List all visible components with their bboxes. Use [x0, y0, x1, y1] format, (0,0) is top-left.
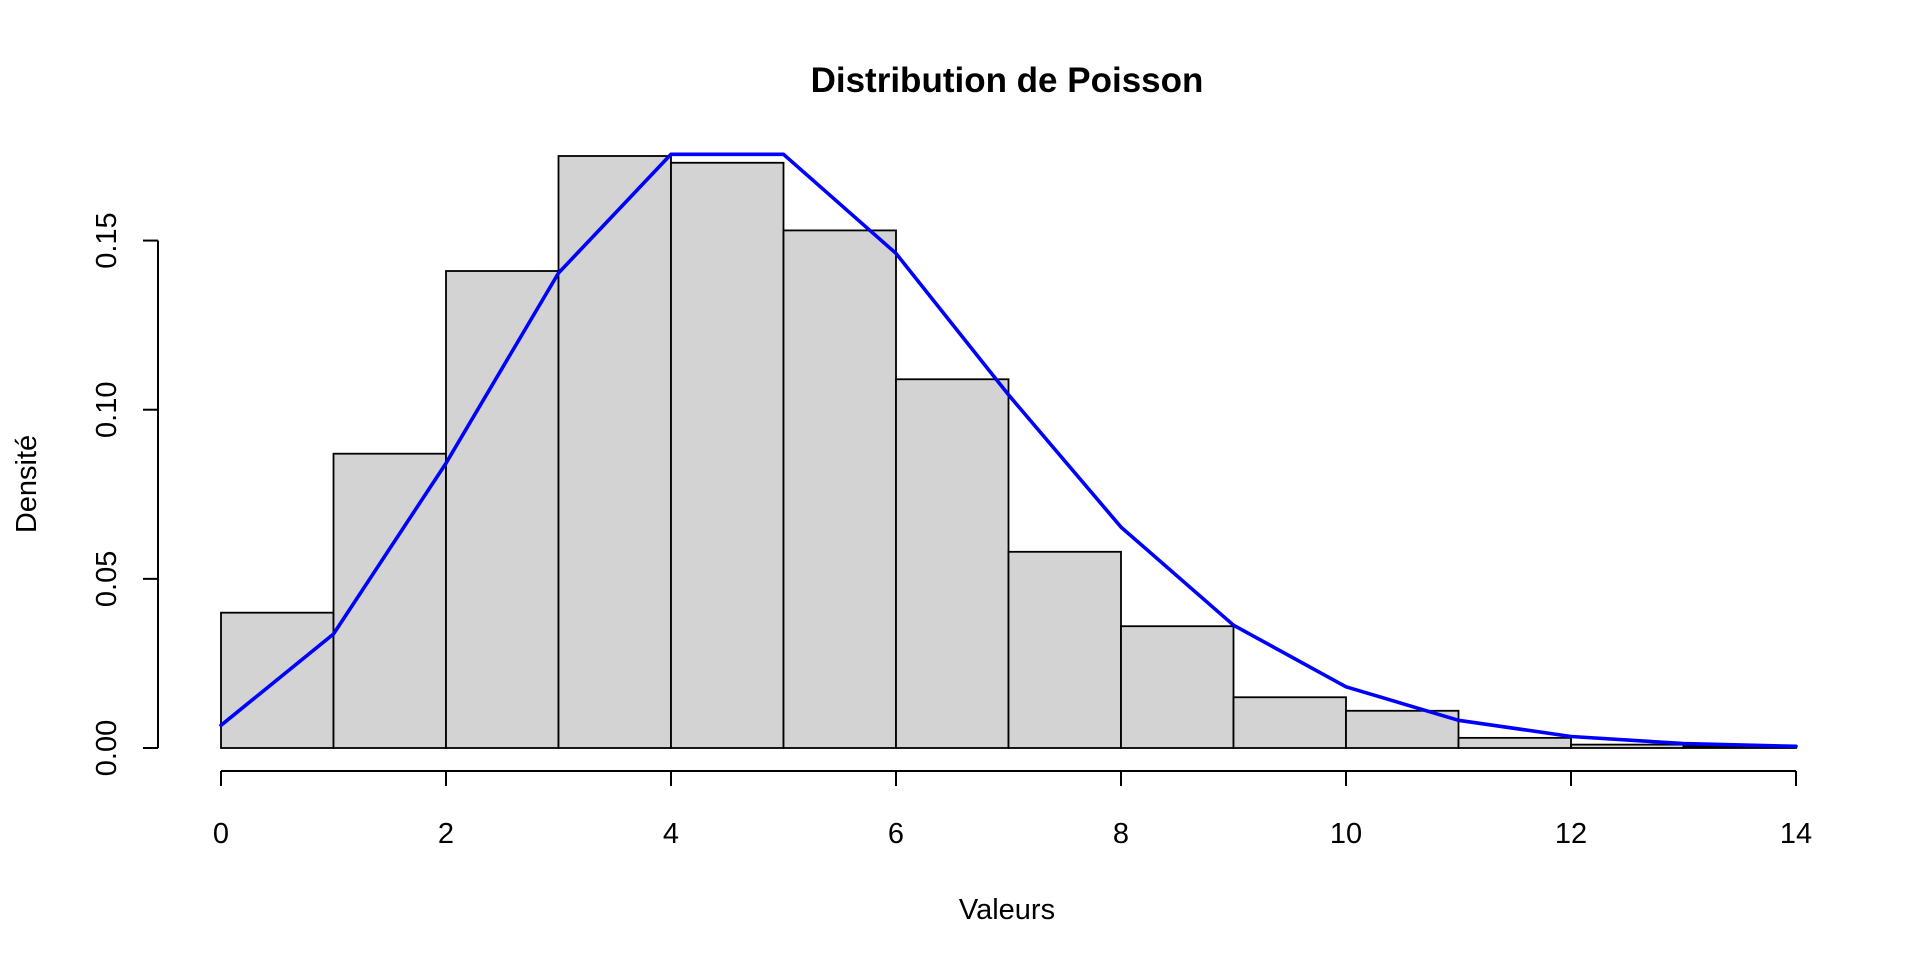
x-tick-label-0: 0: [213, 818, 229, 850]
y-tick-label-1: 0.05: [91, 551, 123, 607]
x-tick-label-5: 10: [1330, 818, 1362, 850]
x-tick-label-1: 2: [438, 818, 454, 850]
histogram-bar-10: [1345, 709, 1460, 749]
x-tick-label-4: 8: [1113, 818, 1129, 850]
y-tick-label-0: 0.00: [91, 720, 123, 776]
y-tick-label-3: 0.15: [91, 212, 123, 268]
histogram-bar-1: [332, 452, 447, 749]
histogram-bar-8: [1120, 625, 1235, 749]
y-tick-label-2: 0.10: [91, 381, 123, 437]
histogram-bar-7: [1007, 550, 1122, 749]
x-tick-label-2: 4: [663, 818, 679, 850]
x-axis: 0 2 4 6 8 10 12 14: [213, 770, 1812, 850]
x-axis-title: Valeurs: [959, 894, 1055, 926]
histogram-bar-3: [557, 155, 672, 749]
histogram-bar-12: [1570, 743, 1685, 749]
x-tick-label-3: 6: [888, 818, 904, 850]
poisson-density-line: [219, 152, 1798, 749]
x-tick-label-6: 12: [1555, 818, 1587, 850]
x-tick-label-7: 14: [1780, 818, 1812, 850]
histogram-bar-2: [445, 270, 560, 749]
y-axis: 0.00 0.05 0.10 0.15: [91, 212, 159, 776]
histogram-bar-11: [1457, 736, 1572, 749]
histogram-bar-5: [782, 229, 897, 749]
y-axis-title: Densité: [11, 435, 43, 533]
histogram-bars: [220, 155, 1797, 749]
poisson-line: [219, 152, 1798, 749]
histogram-bar-4: [670, 161, 785, 749]
histogram-bar-9: [1232, 696, 1347, 749]
chart-title: Distribution de Poisson: [811, 61, 1204, 100]
histogram-bar-6: [895, 378, 1010, 749]
